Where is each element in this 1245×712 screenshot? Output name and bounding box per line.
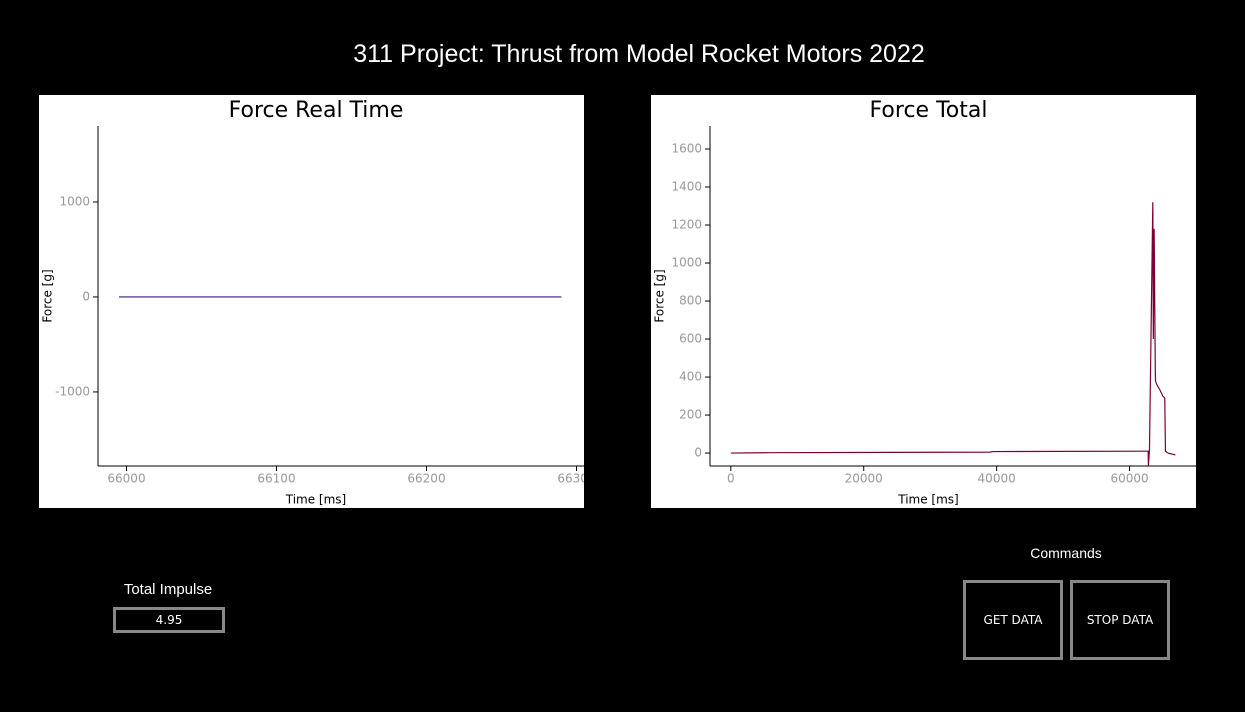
y-axis-label: Force [g] <box>653 269 667 322</box>
x-tick-label: 66100 <box>257 472 295 486</box>
x-tick-label: 66200 <box>407 472 445 486</box>
chart: Force Total 0 200 400 600 800 1000 1200 1400 1600… <box>651 95 1196 508</box>
y-tick-label: 0 <box>694 446 702 460</box>
y-tick-label: 0 <box>82 289 90 303</box>
x-tick-label: 0 <box>727 472 735 486</box>
y-tick-label: 600 <box>679 332 702 346</box>
x-tick-label: 40000 <box>978 472 1016 486</box>
y-tick-label: 1600 <box>671 141 702 155</box>
y-tick-label: 400 <box>679 370 702 384</box>
data-line <box>730 202 1176 467</box>
x-axis-label: Time [ms] <box>897 493 959 507</box>
commands-label: Commands <box>1030 545 1102 561</box>
x-axis-label: Time [ms] <box>285 493 347 507</box>
impulse-value: 4.95 <box>113 607 225 633</box>
x-tick-label: 60000 <box>1110 472 1148 486</box>
impulse-label: Total Impulse <box>123 581 213 598</box>
x-tick-label: 66300 <box>557 472 584 486</box>
chart: Force Real Time -1000 0 1000 66000 66100 66200… <box>39 95 584 508</box>
get-data-button[interactable]: GET DATA <box>963 580 1063 660</box>
y-tick-label: 1000 <box>671 256 702 270</box>
y-tick-label: -1000 <box>55 384 90 398</box>
x-tick-label: 20000 <box>845 472 883 486</box>
y-tick-label: 200 <box>679 408 702 422</box>
y-tick-label: 1400 <box>671 180 702 194</box>
chart-title: Force Total <box>870 98 988 123</box>
stop-data-button[interactable]: STOP DATA <box>1070 580 1170 660</box>
y-axis-label: Force [g] <box>41 269 55 322</box>
y-tick-label: 800 <box>679 294 702 308</box>
y-tick-label: 1000 <box>59 194 90 208</box>
chart-title: Force Real Time <box>229 98 404 123</box>
x-tick-label: 66000 <box>107 472 145 486</box>
y-tick-label: 1200 <box>671 218 702 232</box>
page-title: 311 Project: Thrust from Model Rocket Mo… <box>353 40 925 68</box>
